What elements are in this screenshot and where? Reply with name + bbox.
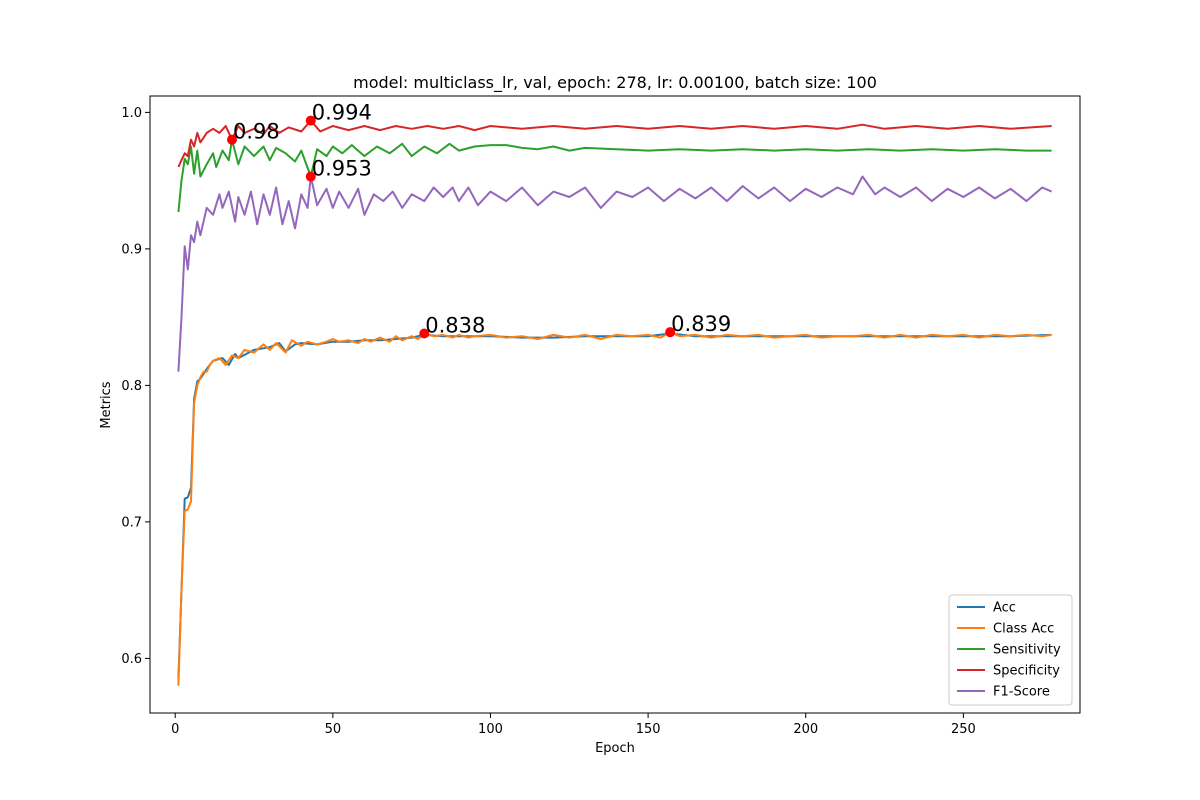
y-tick-label: 0.9 xyxy=(121,242,142,257)
plot-frame xyxy=(149,95,1081,714)
x-axis-label: Epoch xyxy=(595,741,635,756)
x-tick-label: 0 xyxy=(171,722,179,737)
annotation-label: 0.953 xyxy=(312,157,372,181)
series-line-acc xyxy=(177,332,1052,679)
y-tick-label: 0.7 xyxy=(121,515,142,530)
x-tick-label: 50 xyxy=(325,722,342,737)
legend-entry: Acc xyxy=(993,601,1016,616)
legend-entry: Specificity xyxy=(993,664,1060,679)
annotation-label: 0.98 xyxy=(233,120,280,144)
legend-entry: Sensitivity xyxy=(993,643,1061,658)
x-tick-label: 250 xyxy=(951,722,976,737)
annotation-label: 0.838 xyxy=(425,314,485,338)
annotation-marker xyxy=(305,171,316,182)
legend-box xyxy=(948,594,1073,706)
annotation-label: 0.994 xyxy=(312,101,372,125)
chart-title: model: multiclass_lr, val, epoch: 278, l… xyxy=(353,73,877,93)
y-tick-label: 0.8 xyxy=(121,379,142,394)
annotation-label: 0.839 xyxy=(671,312,731,336)
legend-entry: F1-Score xyxy=(993,685,1050,700)
y-axis-label: Metrics xyxy=(99,381,114,428)
legend-entry: Class Acc xyxy=(993,622,1054,637)
x-tick-label: 150 xyxy=(636,722,661,737)
annotation-marker xyxy=(665,327,676,338)
y-tick-label: 1.0 xyxy=(121,106,142,121)
annotation-marker xyxy=(305,115,316,126)
legend: Acc Class Acc Sensitivity Specificity F1-Sco… xyxy=(948,594,1073,706)
series-line-sensitivity xyxy=(177,138,1052,213)
series-line-class-acc xyxy=(177,331,1052,686)
plot-area: 0.98 0.994 0.953 0.838 0.839 0 50 100 150 200 250 0… xyxy=(121,95,1081,737)
annotation-marker xyxy=(226,134,237,145)
series-line-f1-score xyxy=(177,175,1052,372)
x-tick-label: 200 xyxy=(793,722,818,737)
y-tick-label: 0.6 xyxy=(121,652,142,667)
x-tick-label: 100 xyxy=(478,722,503,737)
series-line-specificity xyxy=(177,119,1052,168)
annotation-marker xyxy=(419,328,430,339)
